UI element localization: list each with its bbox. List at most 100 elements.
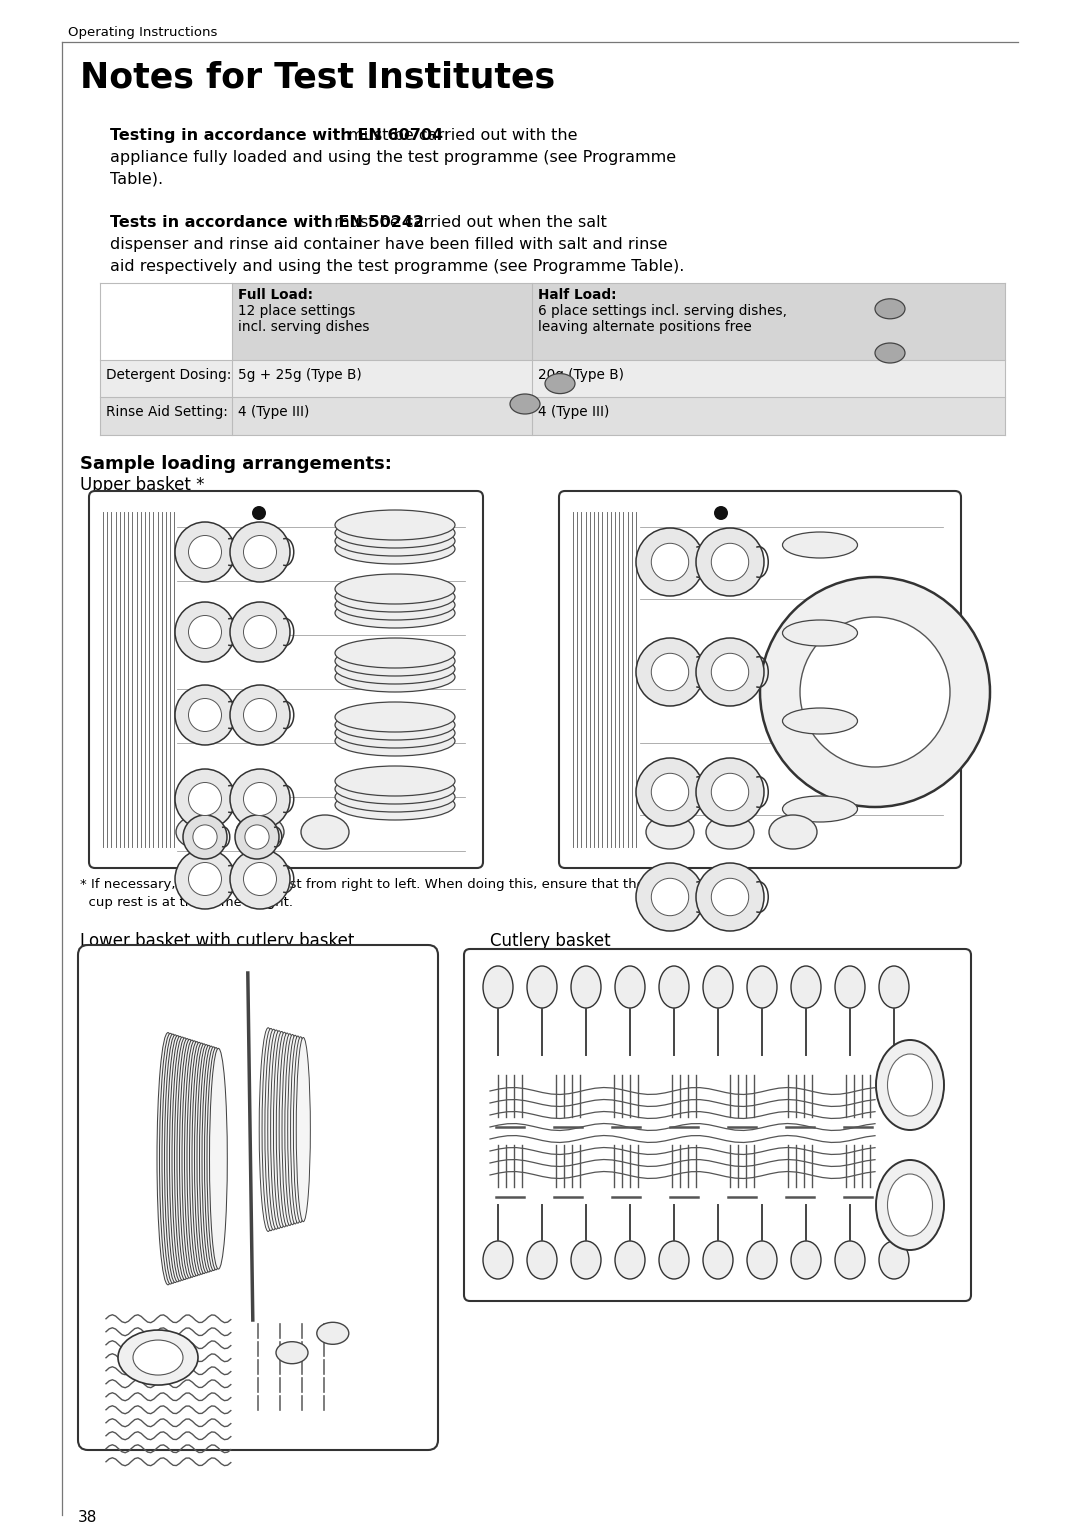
Text: Cutlery basket: Cutlery basket [490,933,610,950]
Ellipse shape [879,1242,909,1278]
Text: Notes for Test Institutes: Notes for Test Institutes [80,60,555,93]
Circle shape [696,638,764,706]
Ellipse shape [197,1044,216,1272]
Ellipse shape [207,1047,225,1269]
Ellipse shape [187,1041,206,1275]
Ellipse shape [527,1242,557,1278]
Text: 20g (Type B): 20g (Type B) [538,368,624,382]
Ellipse shape [335,774,455,804]
Circle shape [193,826,217,849]
Ellipse shape [335,598,455,628]
Circle shape [230,521,291,583]
Ellipse shape [703,966,733,1008]
Ellipse shape [835,1242,865,1278]
Ellipse shape [527,966,557,1008]
Ellipse shape [162,1034,184,1283]
Text: 6 place settings incl. serving dishes,: 6 place settings incl. serving dishes, [538,304,787,318]
Circle shape [175,602,235,662]
Ellipse shape [189,1043,208,1275]
Circle shape [189,862,221,896]
Ellipse shape [335,583,455,612]
Circle shape [175,849,235,910]
Ellipse shape [483,1242,513,1278]
Circle shape [712,774,748,810]
Ellipse shape [335,518,455,547]
Text: 12 place settings: 12 place settings [238,304,355,318]
Ellipse shape [172,1037,193,1280]
FancyBboxPatch shape [100,398,1005,434]
Ellipse shape [210,1049,227,1269]
Ellipse shape [167,1035,188,1281]
Circle shape [696,528,764,596]
Text: Rinse Aid Setting:: Rinse Aid Setting: [106,405,228,419]
Ellipse shape [296,1038,310,1222]
Circle shape [636,758,704,826]
Text: 4 (Type III): 4 (Type III) [538,405,609,419]
Circle shape [636,862,704,931]
Text: Operating Instructions: Operating Instructions [68,26,217,40]
Circle shape [696,862,764,931]
Ellipse shape [545,373,575,393]
Ellipse shape [175,1038,195,1280]
Ellipse shape [192,1043,212,1274]
Ellipse shape [301,815,349,849]
FancyBboxPatch shape [89,491,483,868]
Ellipse shape [335,534,455,564]
Circle shape [189,699,221,731]
Circle shape [230,685,291,745]
Text: incl. serving dishes: incl. serving dishes [238,320,369,333]
Ellipse shape [202,1046,220,1271]
Circle shape [183,815,227,859]
Ellipse shape [659,966,689,1008]
Ellipse shape [783,619,858,645]
Circle shape [175,769,235,829]
Ellipse shape [879,966,909,1008]
Ellipse shape [646,815,694,849]
Ellipse shape [835,966,865,1008]
Ellipse shape [194,1044,214,1274]
Ellipse shape [659,1242,689,1278]
Circle shape [760,576,990,807]
Circle shape [714,506,728,520]
Text: dispenser and rinse aid container have been filled with salt and rinse: dispenser and rinse aid container have b… [110,237,667,252]
Ellipse shape [335,654,455,683]
Ellipse shape [316,1323,349,1344]
Ellipse shape [164,1035,186,1283]
FancyBboxPatch shape [464,950,971,1301]
Ellipse shape [876,1161,944,1251]
Circle shape [252,506,266,520]
FancyBboxPatch shape [100,359,1005,398]
Ellipse shape [783,532,858,558]
Ellipse shape [335,662,455,693]
Ellipse shape [876,1040,944,1130]
FancyBboxPatch shape [559,491,961,868]
Ellipse shape [571,1242,600,1278]
Circle shape [651,653,689,691]
Text: Upper basket *: Upper basket * [80,476,204,494]
Ellipse shape [335,590,455,619]
Circle shape [243,616,276,648]
Circle shape [189,616,221,648]
Ellipse shape [185,1041,204,1277]
FancyBboxPatch shape [78,945,438,1449]
Ellipse shape [783,797,858,823]
Ellipse shape [335,709,455,740]
Circle shape [712,653,748,691]
Ellipse shape [335,638,455,668]
Ellipse shape [282,1034,298,1225]
Circle shape [235,815,279,859]
Ellipse shape [276,1342,308,1364]
Ellipse shape [200,1046,218,1272]
Ellipse shape [875,298,905,320]
Ellipse shape [335,726,455,755]
Text: 4 (Type III): 4 (Type III) [238,405,309,419]
Circle shape [651,774,689,810]
Ellipse shape [335,781,455,812]
Circle shape [712,878,748,916]
Ellipse shape [285,1035,300,1225]
Ellipse shape [791,1242,821,1278]
Circle shape [651,543,689,581]
Circle shape [243,783,276,815]
Ellipse shape [615,1242,645,1278]
Ellipse shape [287,1035,302,1223]
